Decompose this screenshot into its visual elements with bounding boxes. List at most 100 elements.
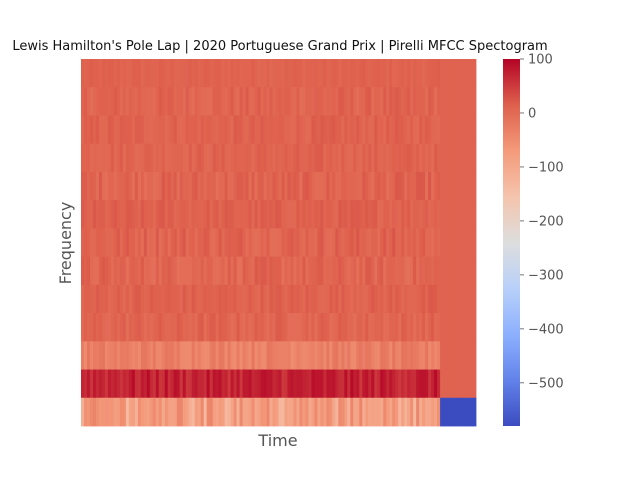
heatmap-cell — [275, 59, 279, 88]
heatmap-cell — [470, 256, 474, 286]
heatmap-cell — [338, 59, 342, 88]
heatmap-cell — [326, 115, 330, 145]
heatmap-cell — [299, 341, 303, 370]
heatmap-cell — [185, 143, 190, 173]
heatmap-cell — [467, 341, 471, 370]
heatmap-cell — [116, 256, 121, 286]
heatmap-cell — [95, 115, 100, 145]
heatmap-cell — [155, 397, 160, 427]
heatmap-cell — [188, 256, 193, 286]
heatmap-cell — [101, 369, 106, 399]
heatmap-cell — [89, 313, 94, 342]
heatmap-cell — [245, 59, 249, 88]
heatmap-cell — [422, 256, 426, 286]
heatmap-cell — [251, 228, 255, 258]
heatmap-cell — [443, 341, 447, 370]
heatmap-cell — [467, 59, 471, 88]
heatmap-cell — [227, 59, 232, 88]
heatmap-cell — [323, 341, 327, 370]
heatmap-cell — [203, 369, 208, 399]
heatmap-cell — [383, 200, 387, 229]
heatmap-cell — [425, 369, 429, 399]
heatmap-cell — [83, 59, 88, 88]
heatmap-cell — [194, 87, 199, 116]
heatmap-cell — [182, 171, 187, 201]
heatmap-cell — [341, 87, 345, 116]
heatmap-cell — [326, 369, 330, 399]
heatmap-cell — [407, 228, 411, 258]
heatmap-cell — [332, 115, 336, 145]
heatmap-cell — [200, 59, 205, 88]
heatmap-cell — [431, 87, 435, 116]
heatmap-cell — [113, 200, 118, 229]
heatmap-cell — [389, 143, 393, 173]
heatmap-cell — [86, 59, 91, 88]
heatmap-cell — [185, 171, 190, 201]
heatmap-cell — [314, 115, 318, 145]
heatmap-cell — [128, 171, 133, 201]
heatmap-cell — [203, 59, 208, 88]
heatmap-cell — [81, 171, 85, 201]
heatmap-cell — [167, 369, 172, 399]
heatmap-cell — [305, 115, 309, 145]
heatmap-cell — [170, 59, 175, 88]
heatmap-cell — [368, 369, 372, 399]
heatmap-cell — [158, 256, 163, 286]
heatmap-cell — [185, 87, 190, 116]
heatmap-cell — [227, 369, 232, 399]
heatmap-cell — [401, 115, 405, 145]
heatmap-cell — [389, 200, 393, 229]
heatmap-cell — [182, 87, 187, 116]
heatmap-cell — [161, 313, 166, 342]
heatmap-cell — [116, 171, 121, 201]
heatmap-cell — [353, 369, 357, 399]
heatmap-cell — [449, 115, 453, 145]
heatmap-cell — [413, 115, 417, 145]
heatmap-cell — [173, 397, 178, 427]
heatmap-cell — [365, 369, 369, 399]
heatmap-cell — [224, 284, 229, 314]
heatmap-cell — [299, 228, 303, 258]
heatmap-cell — [260, 59, 264, 88]
heatmap-cell — [263, 341, 267, 370]
heatmap-cell — [422, 313, 426, 342]
heatmap-cell — [146, 115, 151, 145]
heatmap-cell — [89, 397, 94, 427]
heatmap-cell — [335, 228, 339, 258]
heatmap-cell — [473, 143, 477, 173]
heatmap-cell — [182, 341, 187, 370]
heatmap-cell — [119, 59, 124, 88]
heatmap-cell — [143, 341, 148, 370]
heatmap-cell — [431, 256, 435, 286]
heatmap-cell — [434, 59, 438, 88]
heatmap-cell — [81, 228, 85, 258]
heatmap-cell — [209, 87, 214, 116]
heatmap-cell — [275, 87, 279, 116]
heatmap-cell — [185, 228, 190, 258]
heatmap-cell — [437, 171, 441, 201]
heatmap-cell — [125, 341, 130, 370]
heatmap-cell — [335, 284, 339, 314]
heatmap-cell — [86, 313, 91, 342]
heatmap-cell — [200, 200, 205, 229]
heatmap-cell — [128, 397, 133, 427]
heatmap-cell — [338, 284, 342, 314]
heatmap-cell — [266, 341, 270, 370]
heatmap-cell — [302, 397, 306, 427]
heatmap-cell — [236, 228, 240, 258]
heatmap-cell — [239, 284, 243, 314]
heatmap-cell — [170, 313, 175, 342]
heatmap-cell — [407, 284, 411, 314]
heatmap-cell — [236, 313, 240, 342]
heatmap-cell — [113, 397, 118, 427]
heatmap-cell — [320, 171, 324, 201]
heatmap-cell — [323, 143, 327, 173]
heatmap-cell — [434, 256, 438, 286]
heatmap-cell — [176, 369, 181, 399]
heatmap-cell — [149, 115, 154, 145]
heatmap-cell — [176, 256, 181, 286]
heatmap-cell — [320, 313, 324, 342]
heatmap-cell — [272, 115, 276, 145]
heatmap-cell — [212, 59, 217, 88]
heatmap-cell — [293, 87, 297, 116]
